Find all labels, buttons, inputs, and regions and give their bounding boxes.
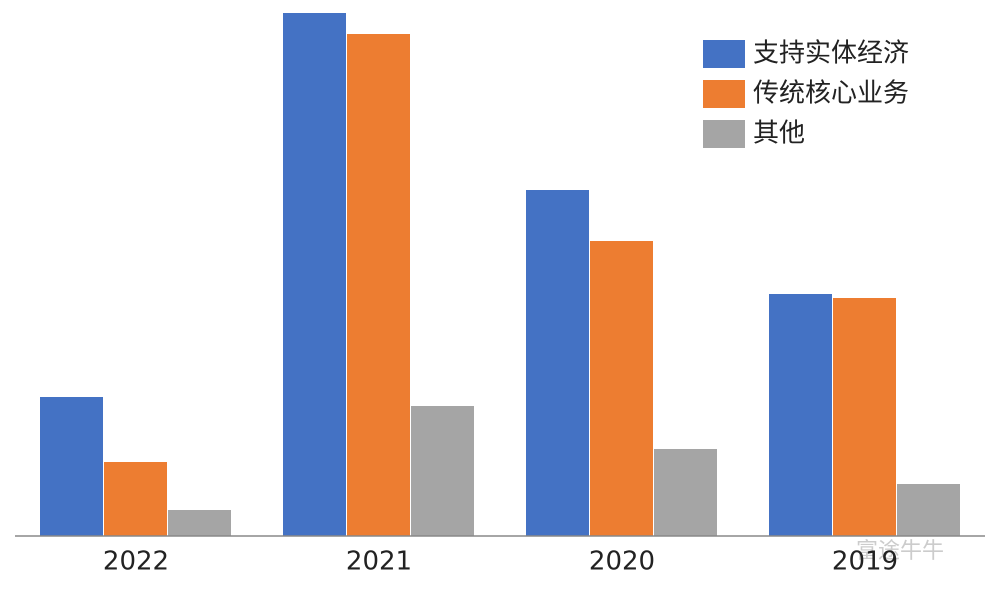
watermark: 富途牛牛 (856, 539, 944, 564)
legend-swatch (703, 40, 745, 68)
x-tick-label: 2020 (589, 547, 655, 577)
x-tick-label: 2019 (832, 547, 898, 577)
x-tick-label: 2021 (346, 547, 412, 577)
bar (833, 298, 896, 536)
bar (283, 13, 346, 536)
bar (168, 510, 231, 536)
legend-swatch (703, 80, 745, 108)
bar (590, 241, 653, 536)
bar (526, 190, 589, 536)
legend-swatch (703, 120, 745, 148)
legend-label: 支持实体经济 (753, 39, 909, 69)
bar (40, 397, 103, 536)
x-tick-label: 2022 (103, 547, 169, 577)
bar (769, 294, 832, 536)
legend-label: 其他 (753, 119, 805, 149)
bar (411, 406, 474, 536)
legend-label: 传统核心业务 (753, 79, 909, 109)
bar (897, 484, 960, 536)
bar (347, 34, 410, 536)
bar (104, 462, 167, 536)
bar (654, 449, 717, 536)
